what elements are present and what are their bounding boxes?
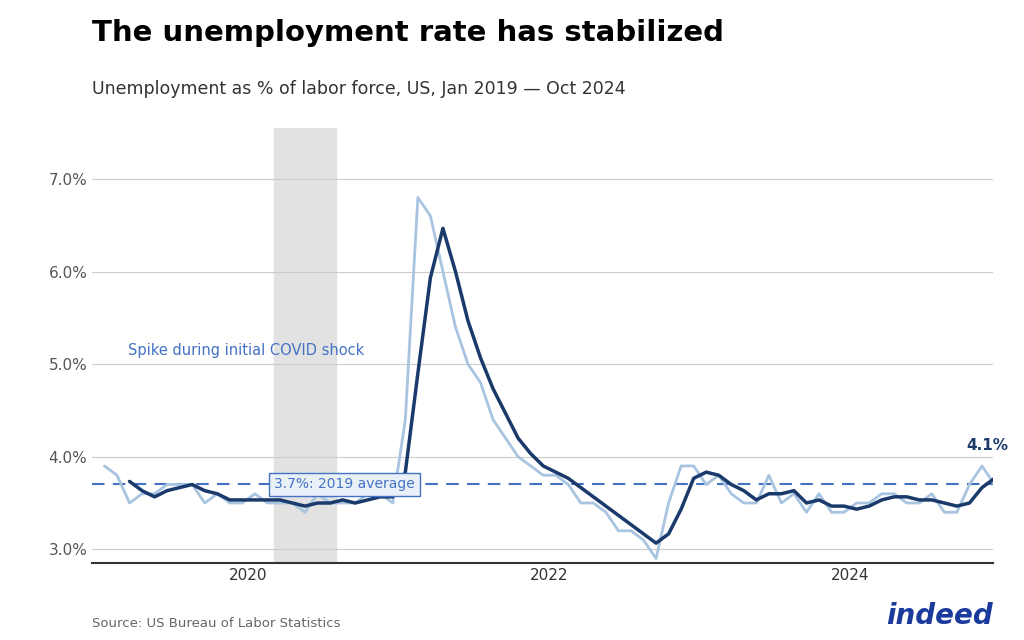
- Three-month average: [650, 540, 663, 547]
- Monthly series: [450, 323, 462, 331]
- Three-month average: [148, 493, 161, 500]
- Three-month average: [450, 268, 462, 275]
- Three-month average: [437, 225, 450, 232]
- Monthly series: [98, 462, 111, 470]
- Three-month average: [424, 274, 436, 282]
- Text: indeed: indeed: [887, 602, 993, 630]
- Monthly series: [249, 490, 261, 497]
- Line: Monthly series: Monthly series: [104, 198, 1024, 559]
- Text: Unemployment as % of labor force, US, Jan 2019 — Oct 2024: Unemployment as % of labor force, US, Ja…: [92, 80, 626, 98]
- Three-month average: [787, 487, 800, 495]
- Line: Three-month average: Three-month average: [129, 228, 1024, 543]
- Three-month average: [687, 474, 699, 482]
- Three-month average: [123, 477, 135, 485]
- Text: The unemployment rate has stabilized: The unemployment rate has stabilized: [92, 19, 724, 47]
- Three-month average: [1000, 481, 1013, 488]
- Text: Source: US Bureau of Labor Statistics: Source: US Bureau of Labor Statistics: [92, 618, 341, 630]
- Monthly series: [650, 555, 663, 563]
- Monthly series: [412, 194, 424, 202]
- Text: 4.1%: 4.1%: [967, 438, 1009, 453]
- Text: 3.7%: 2019 average: 3.7%: 2019 average: [274, 477, 415, 492]
- Bar: [273, 128, 336, 563]
- Legend: Monthly series, Three-month average: Monthly series, Three-month average: [611, 0, 986, 5]
- Monthly series: [901, 499, 913, 507]
- Text: Spike during initial COVID shock: Spike during initial COVID shock: [128, 343, 365, 358]
